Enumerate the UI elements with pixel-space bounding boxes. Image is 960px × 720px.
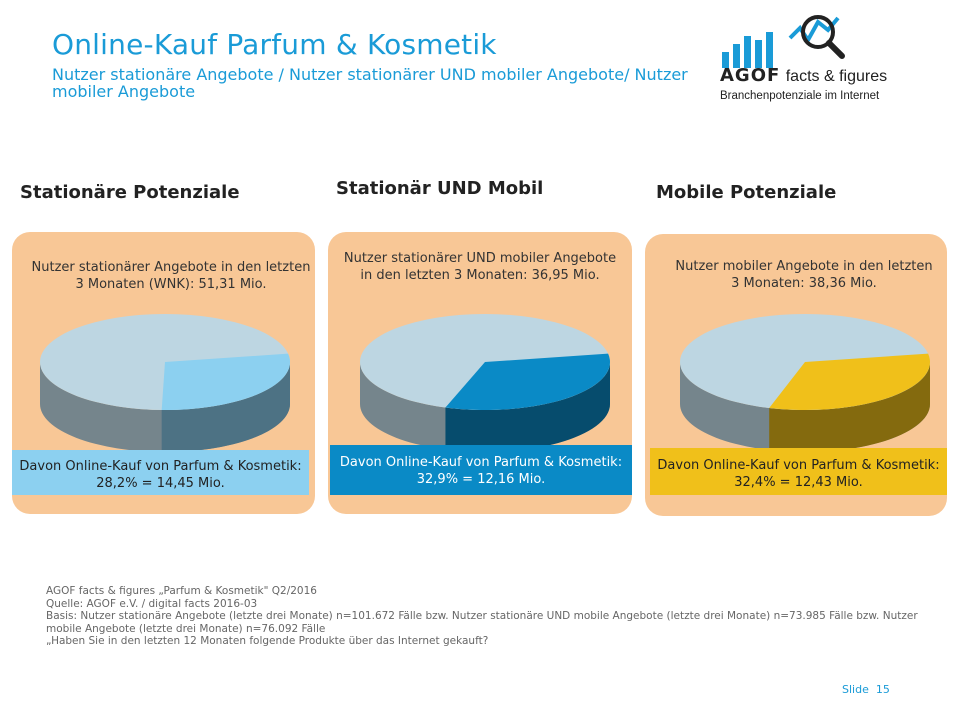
pie-side-highlight bbox=[161, 362, 290, 452]
footer-line: „Haben Sie in den letzten 12 Monaten fol… bbox=[46, 635, 489, 648]
section-heading-combined: Stationär UND Mobil bbox=[336, 178, 544, 199]
highlight-text-mobile: Davon Online-Kauf von Parfum & Kosmetik:… bbox=[657, 458, 940, 490]
panel-description-mobile: Nutzer mobiler Angebote in den letzten 3… bbox=[675, 259, 933, 291]
pie-slice-highlight bbox=[769, 353, 930, 410]
agof-logo bbox=[722, 15, 845, 68]
slide-number: Slide 15 bbox=[842, 683, 890, 696]
page-subtitle: Nutzer stationäre Angebote / Nutzer stat… bbox=[52, 65, 688, 101]
logo-brand: AGOF bbox=[720, 65, 781, 86]
pie-chart-combined bbox=[360, 314, 610, 452]
section-heading-mobile: Mobile Potenziale bbox=[656, 182, 837, 203]
footer-line: AGOF facts & figures „Parfum & Kosmetik"… bbox=[46, 585, 317, 597]
panel-description-stationary: Nutzer stationärer Angebote in den letzt… bbox=[31, 260, 311, 292]
highlight-band-mobile: Davon Online-Kauf von Parfum & Kosmetik:… bbox=[650, 448, 947, 495]
page-title: Online-Kauf Parfum & Kosmetik bbox=[52, 28, 497, 61]
footer-line: Quelle: AGOF e.V. / digital facts 2016-0… bbox=[46, 597, 258, 610]
highlight-band-combined: Davon Online-Kauf von Parfum & Kosmetik:… bbox=[330, 445, 632, 495]
logo-tagline: facts & figures bbox=[785, 68, 888, 85]
pie-chart-mobile bbox=[680, 314, 930, 452]
highlight-text-combined: Davon Online-Kauf von Parfum & Kosmetik:… bbox=[339, 455, 623, 487]
pie-slice-highlight bbox=[445, 353, 610, 410]
highlight-band-stationary: Davon Online-Kauf von Parfum & Kosmetik:… bbox=[12, 450, 309, 495]
pie-slice-highlight bbox=[161, 353, 291, 410]
footer-notes: AGOF facts & figures „Parfum & Kosmetik"… bbox=[46, 585, 926, 648]
pie-chart-stationary bbox=[40, 314, 291, 452]
panel-description-combined: Nutzer stationärer UND mobiler Angebote … bbox=[343, 251, 617, 283]
section-heading-stationary: Stationäre Potenziale bbox=[20, 182, 240, 203]
logo-wordmark: AGOF facts & figures bbox=[720, 65, 887, 86]
pie-side-highlight bbox=[769, 362, 930, 452]
logo-subline: Branchenpotenziale im Internet bbox=[720, 90, 880, 102]
highlight-text-stationary: Davon Online-Kauf von Parfum & Kosmetik:… bbox=[19, 459, 302, 491]
pie-side-highlight bbox=[445, 362, 610, 452]
slide-number-value: 15 bbox=[875, 683, 890, 696]
footer-line: Basis: Nutzer stationäre Angebote (letzt… bbox=[46, 610, 918, 635]
slide-label: Slide bbox=[842, 683, 869, 696]
